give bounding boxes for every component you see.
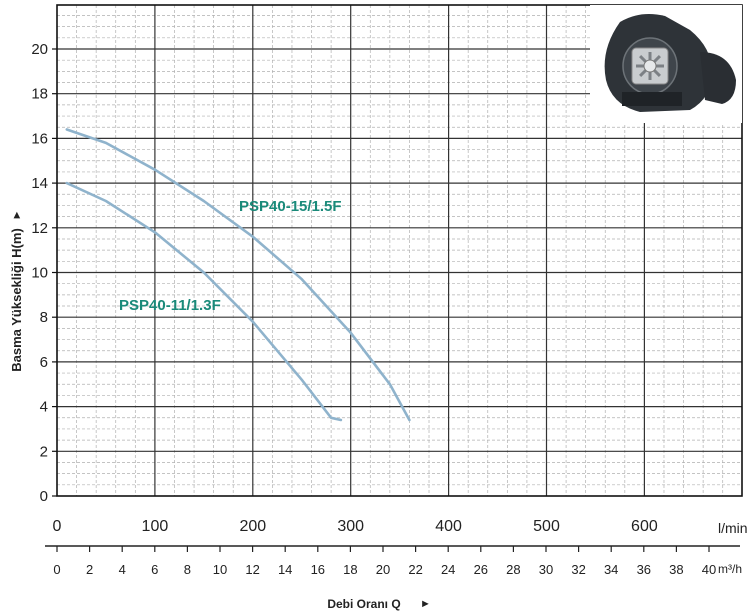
x-tick-label: 500 [533, 518, 560, 535]
y-tick-label: 4 [40, 399, 48, 416]
x-tick-labels: 0 100 200 300 400 500 600 [53, 518, 658, 535]
x-tick-label: 200 [239, 518, 266, 535]
secondary-tick-label: 16 [311, 562, 325, 577]
y-tick-label: 20 [31, 41, 48, 58]
y-tick-label: 0 [40, 488, 48, 505]
y-tick-label: 8 [40, 309, 48, 326]
x-tick-label: 400 [435, 518, 462, 535]
series-name-label: PSP40-11/1.3F [119, 297, 221, 314]
pump-image [590, 5, 742, 123]
series-labels: PSP40-15/1.5F PSP40-11/1.3F [119, 198, 342, 314]
secondary-axis: 0 2 4 6 8 10 12 14 16 18 20 22 24 26 28 30 32 34 36 38 40 [45, 545, 740, 577]
secondary-tick-label: 30 [539, 562, 553, 577]
secondary-tick-label: 8 [184, 562, 191, 577]
secondary-tick-label: 28 [506, 562, 520, 577]
x-tick-label: 600 [631, 518, 658, 535]
series-lines [65, 128, 411, 422]
y-tick-label: 12 [31, 220, 48, 237]
series-line [65, 128, 411, 422]
secondary-tick-label: 18 [343, 562, 357, 577]
secondary-tick-label: 0 [53, 562, 60, 577]
secondary-tick-label: 24 [441, 562, 455, 577]
secondary-tick-label: 26 [474, 562, 488, 577]
secondary-tick-label: 36 [637, 562, 651, 577]
plot-frame [56, 4, 743, 497]
secondary-tick-label: 34 [604, 562, 618, 577]
x-axis-label: Debi Oranı Q [327, 597, 400, 611]
y-tick-label: 16 [31, 130, 48, 147]
y-tick-label: 18 [31, 86, 48, 103]
secondary-tick-label: 20 [376, 562, 390, 577]
major-grid [57, 5, 742, 496]
y-tick-label: 2 [40, 443, 48, 460]
y-tick-label: 10 [31, 265, 48, 282]
y-tick-labels: 0 2 4 6 8 10 12 14 16 18 20 [31, 41, 57, 505]
secondary-tick-label: 38 [669, 562, 683, 577]
pump-cable-outlet [700, 52, 736, 104]
x-tick-label: 0 [53, 518, 62, 535]
plot-border [56, 4, 743, 497]
y-axis-label: Basma Yüksekliği H(m) [9, 228, 24, 372]
y-tick-label: 6 [40, 354, 48, 371]
pump-base [622, 92, 682, 106]
x-unit-primary: l/min [718, 520, 748, 536]
pump-impeller-hub [643, 59, 657, 73]
x-axis-arrow-icon: ► [420, 598, 431, 610]
secondary-tick-label: 14 [278, 562, 292, 577]
secondary-tick-label: 12 [245, 562, 259, 577]
series-name-label: PSP40-15/1.5F [239, 198, 342, 215]
x-tick-label: 300 [337, 518, 364, 535]
secondary-tick-label: 10 [213, 562, 227, 577]
secondary-tick-label: 4 [119, 562, 126, 577]
secondary-tick-label: 2 [86, 562, 93, 577]
y-tick-label: 14 [31, 175, 48, 192]
secondary-tick-label: 32 [571, 562, 585, 577]
series-line [65, 181, 343, 422]
secondary-tick-label: 22 [408, 562, 422, 577]
x-unit-secondary: m³/h [718, 562, 742, 576]
secondary-tick-label: 40 [702, 562, 716, 577]
y-axis-arrow-icon: ► [11, 210, 23, 221]
x-tick-label: 100 [142, 518, 169, 535]
secondary-tick-label: 6 [151, 562, 158, 577]
